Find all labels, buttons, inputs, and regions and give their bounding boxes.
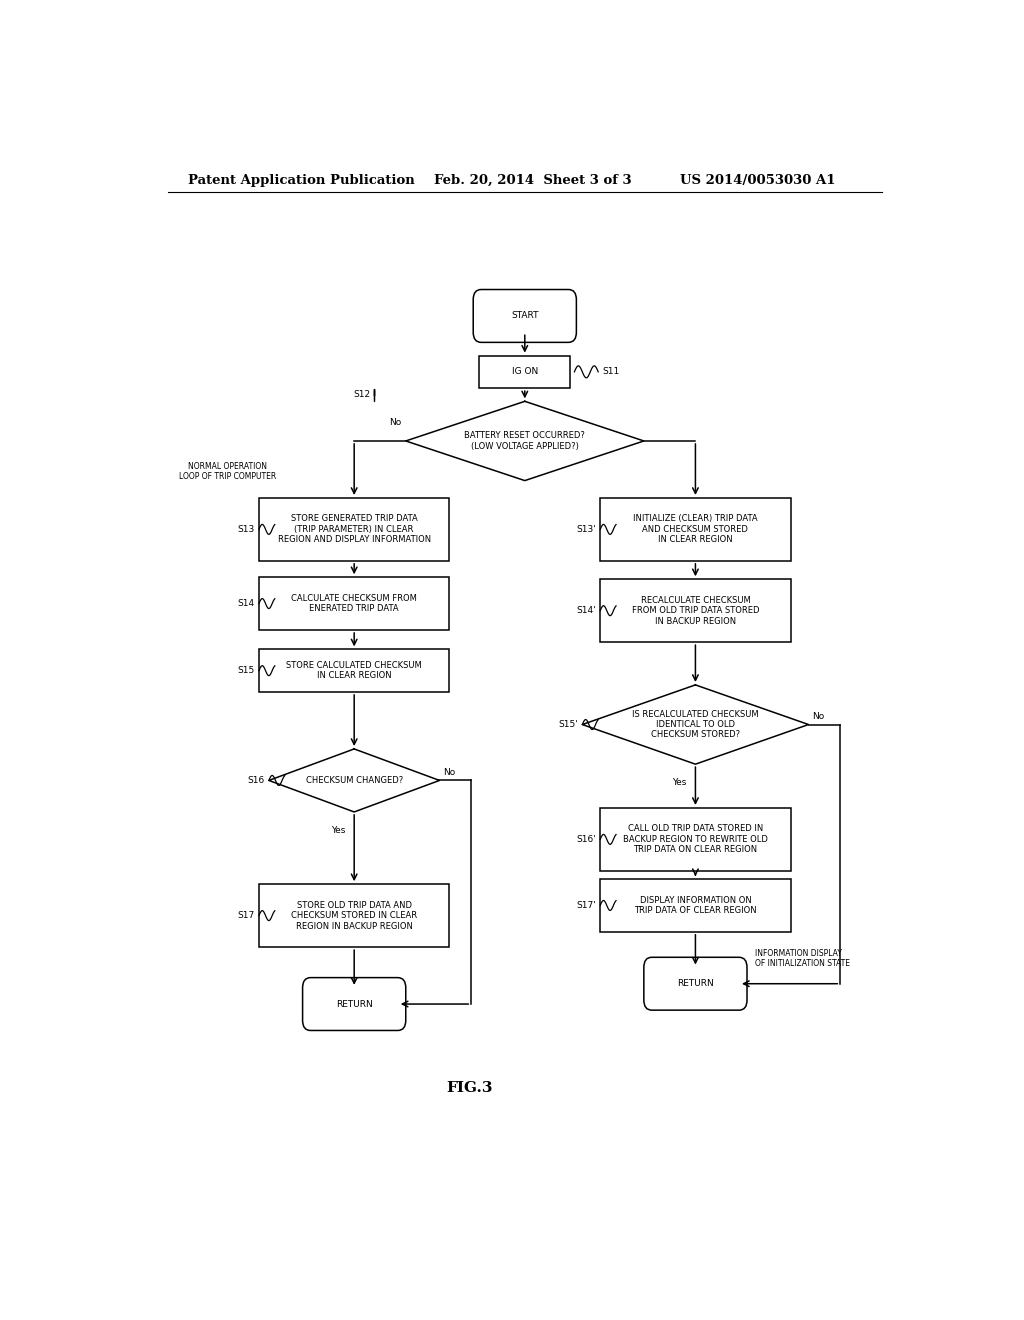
- Text: IG ON: IG ON: [512, 367, 538, 376]
- Text: RETURN: RETURN: [336, 999, 373, 1008]
- Text: US 2014/0053030 A1: US 2014/0053030 A1: [680, 174, 835, 186]
- Text: Patent Application Publication: Patent Application Publication: [187, 174, 415, 186]
- Text: S16: S16: [248, 776, 265, 785]
- Bar: [259, 498, 450, 561]
- Text: S11: S11: [602, 367, 620, 376]
- Text: S14: S14: [238, 599, 255, 609]
- Text: No: No: [443, 768, 456, 776]
- Bar: [479, 355, 570, 388]
- Text: S12: S12: [353, 391, 370, 399]
- Text: S16': S16': [577, 834, 596, 843]
- Text: INFORMATION DISPLAY
OF INITIALIZATION STATE: INFORMATION DISPLAY OF INITIALIZATION ST…: [755, 949, 850, 968]
- Text: Feb. 20, 2014  Sheet 3 of 3: Feb. 20, 2014 Sheet 3 of 3: [433, 174, 631, 186]
- Text: S14': S14': [577, 606, 596, 615]
- Text: FIG.3: FIG.3: [446, 1081, 493, 1096]
- Text: STORE CALCULATED CHECKSUM
IN CLEAR REGION: STORE CALCULATED CHECKSUM IN CLEAR REGIO…: [287, 661, 422, 680]
- FancyBboxPatch shape: [644, 957, 746, 1010]
- Text: CALL OLD TRIP DATA STORED IN
BACKUP REGION TO REWRITE OLD
TRIP DATA ON CLEAR REG: CALL OLD TRIP DATA STORED IN BACKUP REGI…: [623, 825, 768, 854]
- Text: S15': S15': [559, 719, 579, 729]
- Text: S13': S13': [577, 525, 596, 533]
- Text: RECALCULATE CHECKSUM
FROM OLD TRIP DATA STORED
IN BACKUP REGION: RECALCULATE CHECKSUM FROM OLD TRIP DATA …: [632, 595, 759, 626]
- Text: S13: S13: [238, 525, 255, 533]
- Bar: [600, 808, 791, 871]
- Text: INITIALIZE (CLEAR) TRIP DATA
AND CHECKSUM STORED
IN CLEAR REGION: INITIALIZE (CLEAR) TRIP DATA AND CHECKSU…: [633, 515, 758, 544]
- Bar: [259, 649, 450, 692]
- Text: BATTERY RESET OCCURRED?
(LOW VOLTAGE APPLIED?): BATTERY RESET OCCURRED? (LOW VOLTAGE APP…: [464, 432, 586, 450]
- FancyBboxPatch shape: [473, 289, 577, 342]
- Bar: [600, 579, 791, 643]
- Text: S17: S17: [238, 911, 255, 920]
- Text: No: No: [812, 711, 824, 721]
- Bar: [600, 498, 791, 561]
- Bar: [259, 577, 450, 630]
- Text: S15: S15: [238, 667, 255, 675]
- Bar: [600, 879, 791, 932]
- Text: CALCULATE CHECKSUM FROM
ENERATED TRIP DATA: CALCULATE CHECKSUM FROM ENERATED TRIP DA…: [291, 594, 417, 614]
- Text: START: START: [511, 312, 539, 321]
- Text: Yes: Yes: [331, 826, 345, 834]
- Text: STORE OLD TRIP DATA AND
CHECKSUM STORED IN CLEAR
REGION IN BACKUP REGION: STORE OLD TRIP DATA AND CHECKSUM STORED …: [291, 900, 417, 931]
- Text: NORMAL OPERATION
LOOP OF TRIP COMPUTER: NORMAL OPERATION LOOP OF TRIP COMPUTER: [178, 462, 275, 482]
- Text: S17': S17': [577, 902, 596, 909]
- Text: CHECKSUM CHANGED?: CHECKSUM CHANGED?: [305, 776, 402, 785]
- Text: STORE GENERATED TRIP DATA
(TRIP PARAMETER) IN CLEAR
REGION AND DISPLAY INFORMATI: STORE GENERATED TRIP DATA (TRIP PARAMETE…: [278, 515, 431, 544]
- Text: IS RECALCULATED CHECKSUM
IDENTICAL TO OLD
CHECKSUM STORED?: IS RECALCULATED CHECKSUM IDENTICAL TO OL…: [632, 710, 759, 739]
- Text: RETURN: RETURN: [677, 979, 714, 989]
- Text: No: No: [389, 418, 401, 428]
- Text: Yes: Yes: [673, 777, 687, 787]
- Bar: [259, 884, 450, 948]
- FancyBboxPatch shape: [303, 978, 406, 1031]
- Text: DISPLAY INFORMATION ON
TRIP DATA OF CLEAR REGION: DISPLAY INFORMATION ON TRIP DATA OF CLEA…: [634, 896, 757, 915]
